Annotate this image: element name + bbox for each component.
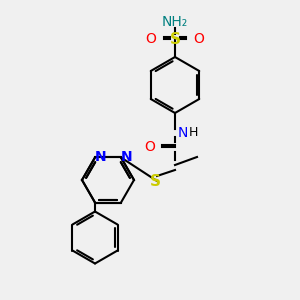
Text: S: S <box>169 32 181 46</box>
Text: O: O <box>145 140 155 154</box>
Text: N: N <box>178 126 188 140</box>
Text: N: N <box>95 151 107 164</box>
Text: H: H <box>188 127 198 140</box>
Text: S: S <box>149 173 161 188</box>
Text: O: O <box>194 32 204 46</box>
Text: NH₂: NH₂ <box>162 15 188 29</box>
Text: O: O <box>146 32 156 46</box>
Text: N: N <box>121 151 133 164</box>
